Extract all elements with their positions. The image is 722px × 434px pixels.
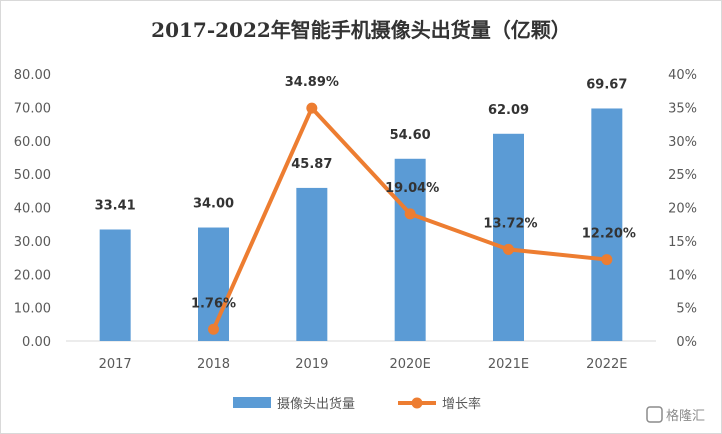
- x-tick-label: 2019: [295, 357, 328, 372]
- watermark-text: 格隆汇: [666, 408, 705, 424]
- bar: [296, 187, 328, 341]
- x-tick-label: 2021E: [488, 357, 529, 372]
- right-axis-tick: 30%: [668, 135, 697, 150]
- growth-rate-point: [601, 254, 613, 266]
- growth-rate-label: 1.76%: [191, 296, 236, 311]
- legend-line-label: 增长率: [442, 396, 481, 412]
- chart-title: 2017-2022年智能手机摄像头出货量（亿颗）: [151, 18, 571, 42]
- bar: [99, 229, 131, 341]
- growth-rate-point: [503, 243, 514, 255]
- right-axis-tick: 5%: [676, 302, 697, 317]
- watermark-logo-icon: [646, 406, 663, 423]
- legend-line-marker: [411, 397, 423, 409]
- growth-rate-label: 19.04%: [385, 181, 439, 196]
- growth-rate-label: 13.72%: [483, 216, 537, 231]
- right-axis-tick: 35%: [668, 101, 697, 116]
- left-axis-tick: 20.00: [14, 268, 51, 283]
- growth-rate-point: [208, 323, 219, 335]
- bar-value-label: 34.00: [193, 197, 234, 212]
- right-axis-tick: 40%: [668, 68, 697, 83]
- growth-rate-point: [404, 208, 416, 220]
- x-tick-label: 2018: [197, 357, 230, 372]
- legend-bar-swatch: [233, 397, 271, 408]
- x-tick-label: 2017: [99, 357, 132, 372]
- left-axis-tick: 10.00: [14, 302, 51, 317]
- left-axis-tick: 60.00: [14, 135, 51, 150]
- bar-value-label: 45.87: [291, 157, 332, 172]
- bar-value-label: 69.67: [586, 77, 627, 92]
- growth-rate-point: [306, 102, 318, 114]
- right-axis-tick: 0%: [676, 335, 697, 350]
- right-axis-tick: 15%: [668, 235, 697, 250]
- right-axis-tick: 20%: [668, 202, 697, 217]
- left-axis-tick: 30.00: [14, 235, 51, 250]
- left-axis-tick: 0.00: [22, 335, 51, 350]
- right-axis-tick: 25%: [668, 168, 697, 183]
- bar-value-label: 54.60: [390, 128, 431, 143]
- left-axis-tick: 40.00: [14, 202, 51, 217]
- left-axis-tick: 50.00: [14, 168, 51, 183]
- right-axis-tick: 10%: [668, 268, 697, 283]
- left-axis-tick: 80.00: [14, 68, 51, 83]
- x-tick-label: 2022E: [586, 357, 627, 372]
- left-axis-tick: 70.00: [14, 101, 51, 116]
- legend-bar-label: 摄像头出货量: [277, 396, 355, 412]
- growth-rate-label: 12.20%: [582, 227, 636, 242]
- bar-value-label: 33.41: [95, 198, 136, 213]
- bar: [198, 227, 229, 341]
- growth-rate-label: 34.89%: [285, 75, 339, 90]
- bar: [591, 108, 623, 341]
- bar-value-label: 62.09: [488, 103, 529, 118]
- bar: [394, 158, 426, 341]
- bar: [493, 133, 524, 341]
- x-tick-label: 2020E: [390, 357, 431, 372]
